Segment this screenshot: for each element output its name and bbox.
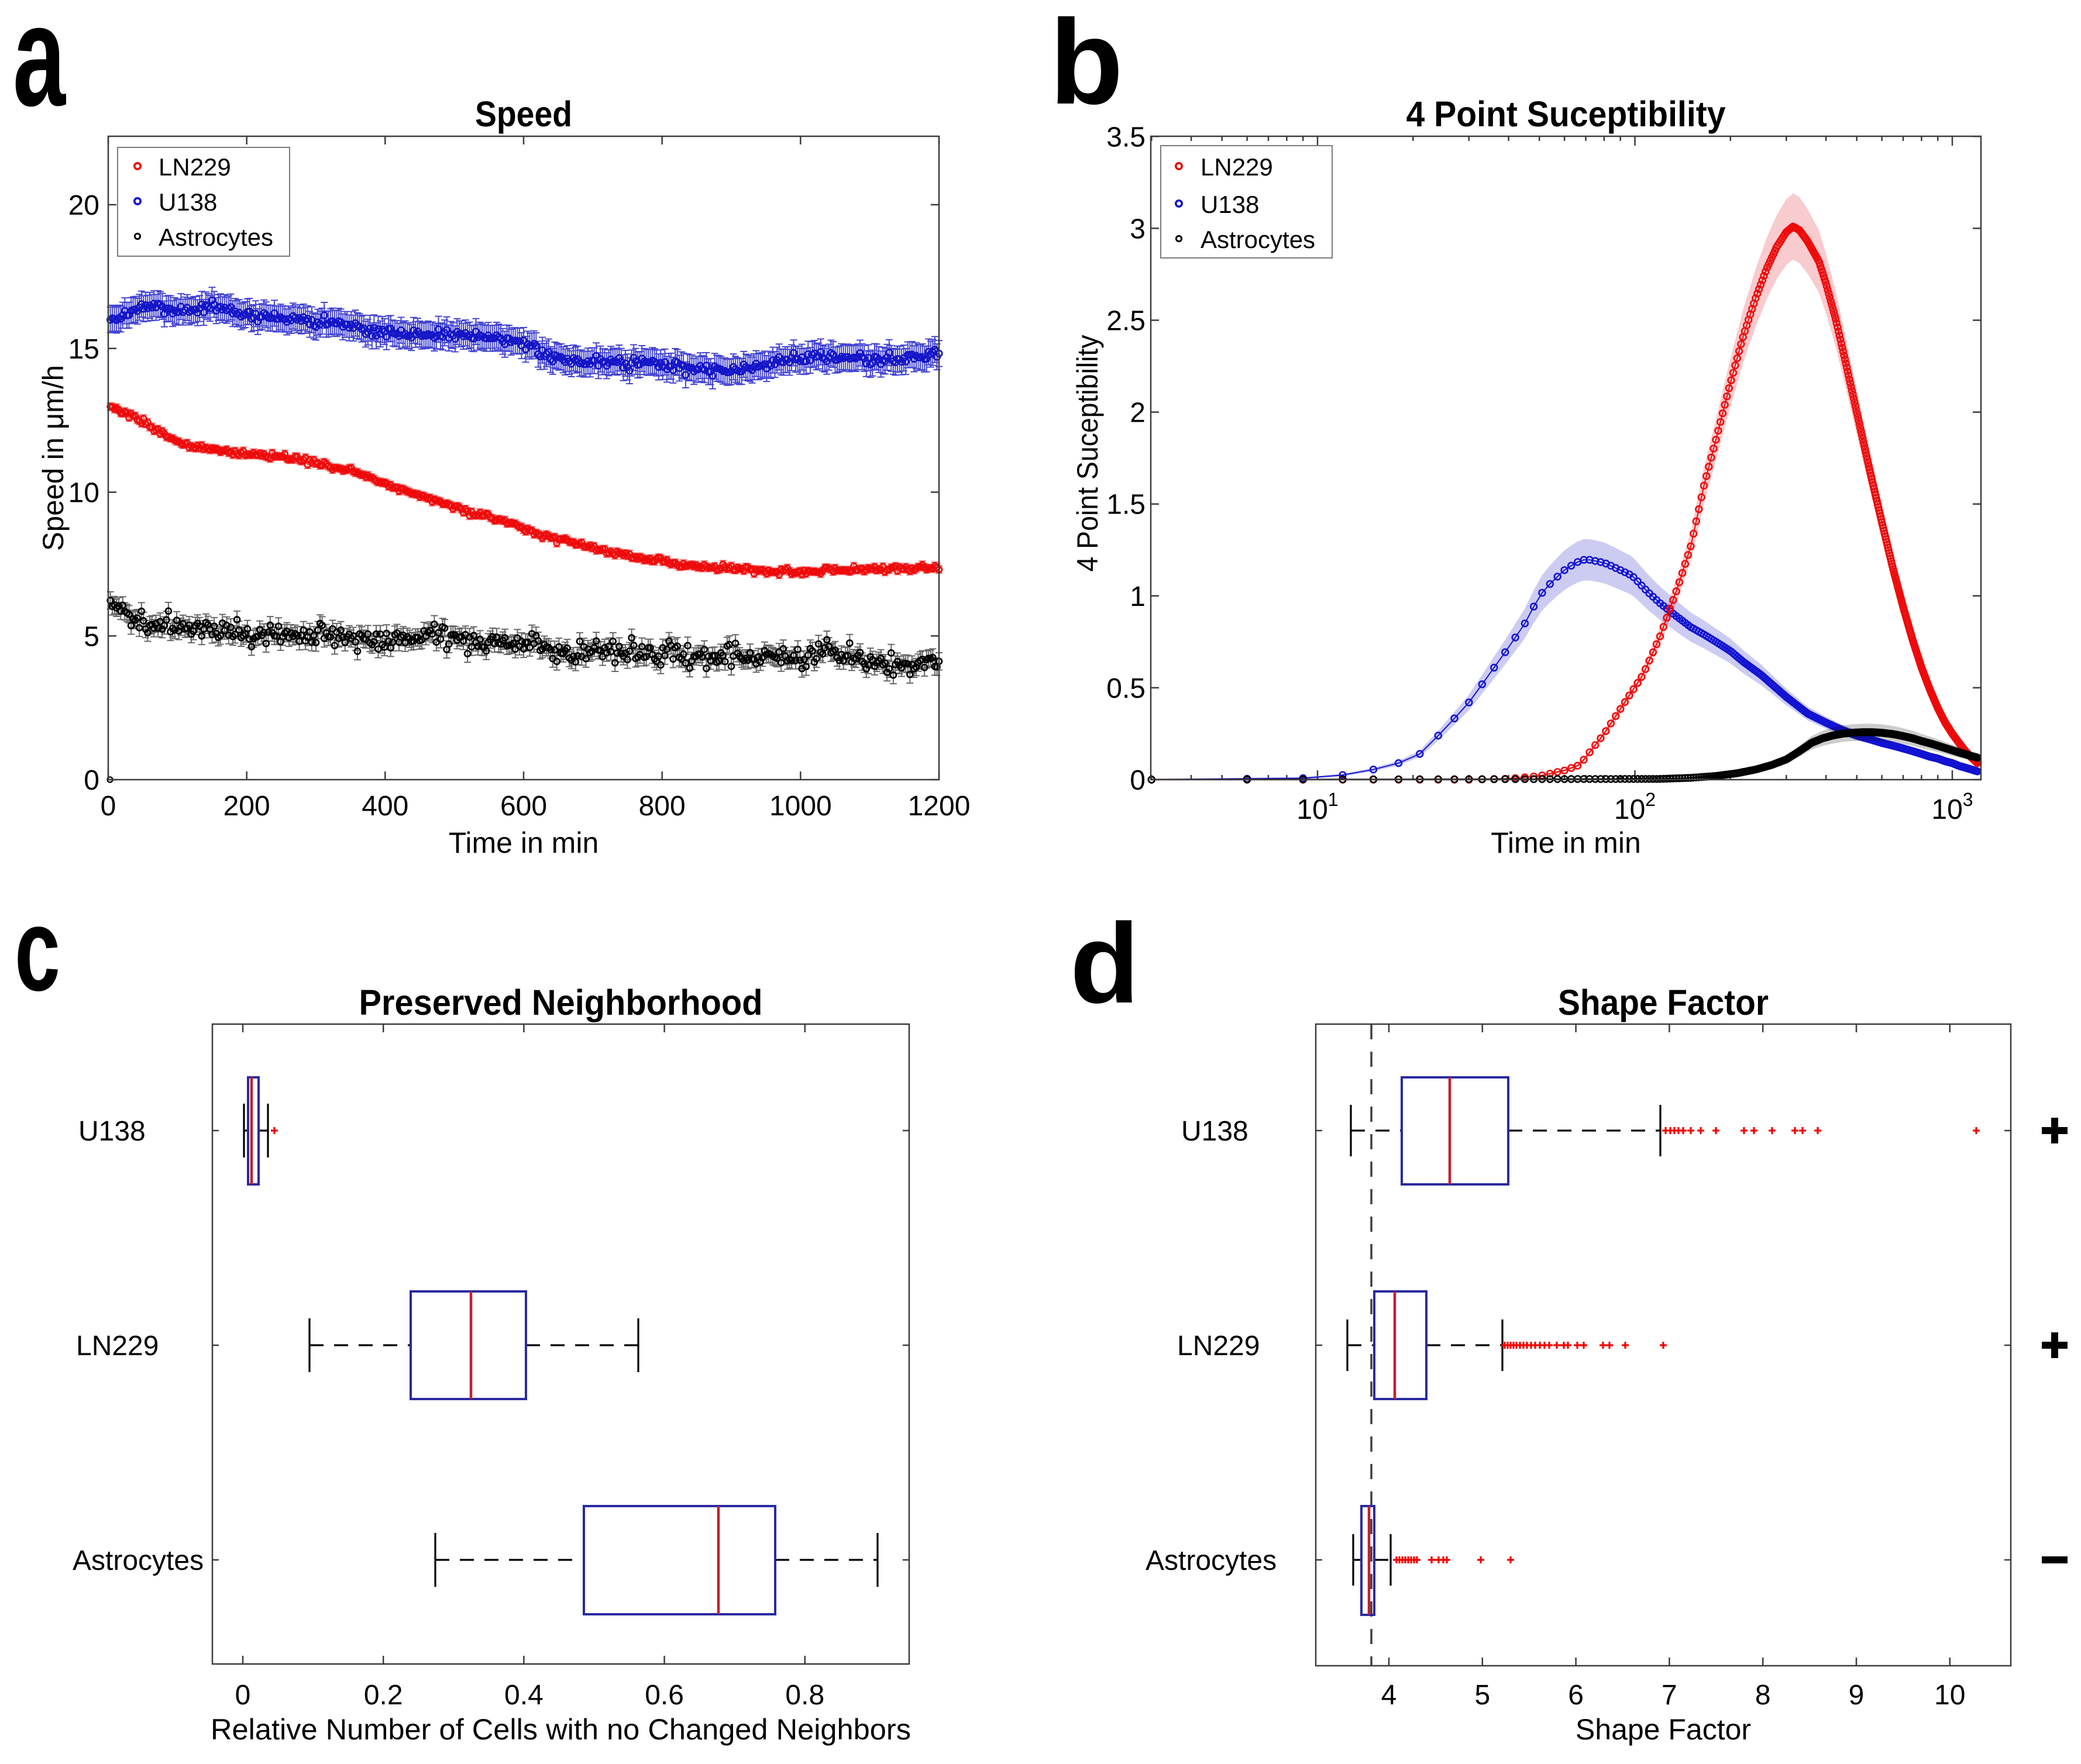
svg-text:Shape Factor: Shape Factor — [1576, 1713, 1751, 1746]
svg-text:0.6: 0.6 — [645, 1680, 684, 1711]
svg-text:8: 8 — [1755, 1680, 1771, 1711]
svg-text:3: 3 — [1130, 213, 1146, 244]
svg-text:LN229: LN229 — [1177, 1331, 1260, 1362]
svg-text:Time in min: Time in min — [1491, 826, 1641, 859]
svg-text:U138: U138 — [1181, 1116, 1248, 1147]
svg-text:Relative Number of Cells with: Relative Number of Cells with no Changed… — [211, 1713, 911, 1746]
svg-text:a: a — [13, 0, 66, 136]
svg-text:20: 20 — [68, 190, 99, 221]
svg-text:Astrocytes: Astrocytes — [159, 223, 273, 251]
svg-text:LN229: LN229 — [76, 1331, 159, 1362]
svg-text:10: 10 — [68, 478, 99, 509]
svg-text:6: 6 — [1568, 1680, 1584, 1711]
svg-text:1200: 1200 — [908, 791, 971, 822]
svg-text:7: 7 — [1662, 1680, 1677, 1711]
svg-text:0.5: 0.5 — [1106, 673, 1146, 704]
svg-text:U138: U138 — [1201, 191, 1259, 218]
svg-text:2: 2 — [1130, 398, 1146, 429]
svg-text:800: 800 — [639, 791, 686, 822]
svg-text:0.4: 0.4 — [504, 1680, 544, 1711]
svg-text:1: 1 — [1130, 581, 1146, 612]
svg-text:Astrocytes: Astrocytes — [1201, 226, 1315, 253]
svg-text:4 Point Suceptibility: 4 Point Suceptibility — [1071, 335, 1104, 572]
svg-text:LN229: LN229 — [1201, 153, 1273, 181]
svg-text:1.5: 1.5 — [1106, 490, 1146, 521]
svg-text:Astrocytes: Astrocytes — [73, 1545, 204, 1576]
svg-text:400: 400 — [362, 791, 408, 822]
svg-text:d: d — [1070, 900, 1140, 1027]
svg-text:b: b — [1050, 0, 1123, 129]
svg-text:0: 0 — [235, 1680, 251, 1711]
svg-text:Speed in μm/h: Speed in μm/h — [37, 365, 70, 551]
svg-text:LN229: LN229 — [159, 153, 231, 181]
svg-text:Time in min: Time in min — [449, 826, 599, 859]
svg-text:3.5: 3.5 — [1106, 122, 1146, 153]
svg-text:0: 0 — [1130, 765, 1146, 796]
svg-text:10: 10 — [1934, 1680, 1965, 1711]
svg-text:Speed: Speed — [475, 94, 572, 134]
svg-text:5: 5 — [1474, 1680, 1490, 1711]
svg-text:Astrocytes: Astrocytes — [1146, 1545, 1277, 1576]
svg-text:U138: U138 — [78, 1116, 146, 1147]
svg-text:c: c — [15, 883, 60, 1015]
svg-text:Preserved Neighborhood: Preserved Neighborhood — [359, 983, 763, 1022]
svg-text:U138: U138 — [159, 188, 217, 216]
svg-text:0.2: 0.2 — [364, 1680, 403, 1711]
svg-text:15: 15 — [68, 334, 99, 365]
svg-text:4 Point Suceptibility: 4 Point Suceptibility — [1406, 94, 1726, 134]
svg-text:9: 9 — [1849, 1680, 1865, 1711]
svg-text:0: 0 — [84, 765, 99, 796]
svg-text:1000: 1000 — [769, 791, 832, 822]
svg-text:0.8: 0.8 — [785, 1680, 824, 1711]
svg-text:Shape Factor: Shape Factor — [1558, 983, 1769, 1022]
svg-text:0: 0 — [101, 791, 116, 822]
svg-text:2.5: 2.5 — [1106, 306, 1146, 337]
svg-text:200: 200 — [223, 791, 270, 822]
svg-text:4: 4 — [1381, 1680, 1397, 1711]
svg-text:600: 600 — [500, 791, 547, 822]
svg-text:5: 5 — [84, 621, 99, 652]
